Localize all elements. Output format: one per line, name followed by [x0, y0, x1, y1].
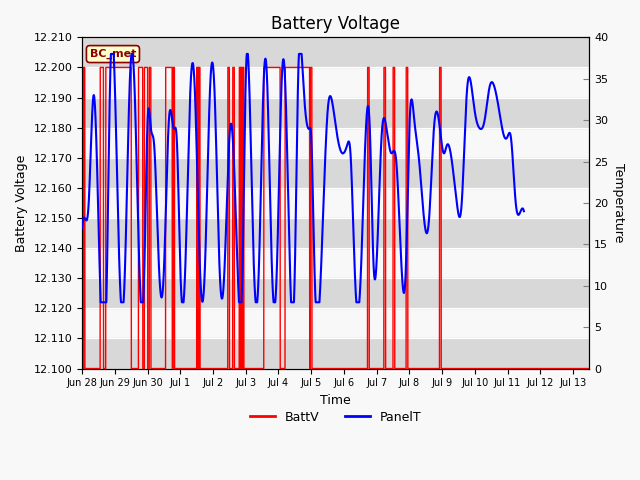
- Y-axis label: Battery Voltage: Battery Voltage: [15, 154, 28, 252]
- Title: Battery Voltage: Battery Voltage: [271, 15, 400, 33]
- Bar: [82, 338, 589, 369]
- Text: BC_met: BC_met: [90, 49, 136, 59]
- Bar: [82, 97, 589, 128]
- Bar: [82, 37, 589, 68]
- Legend: BattV, PanelT: BattV, PanelT: [245, 406, 426, 429]
- Bar: [82, 218, 589, 248]
- Bar: [82, 158, 589, 188]
- X-axis label: Time: Time: [321, 394, 351, 407]
- Y-axis label: Temperature: Temperature: [612, 163, 625, 242]
- Bar: [82, 278, 589, 308]
